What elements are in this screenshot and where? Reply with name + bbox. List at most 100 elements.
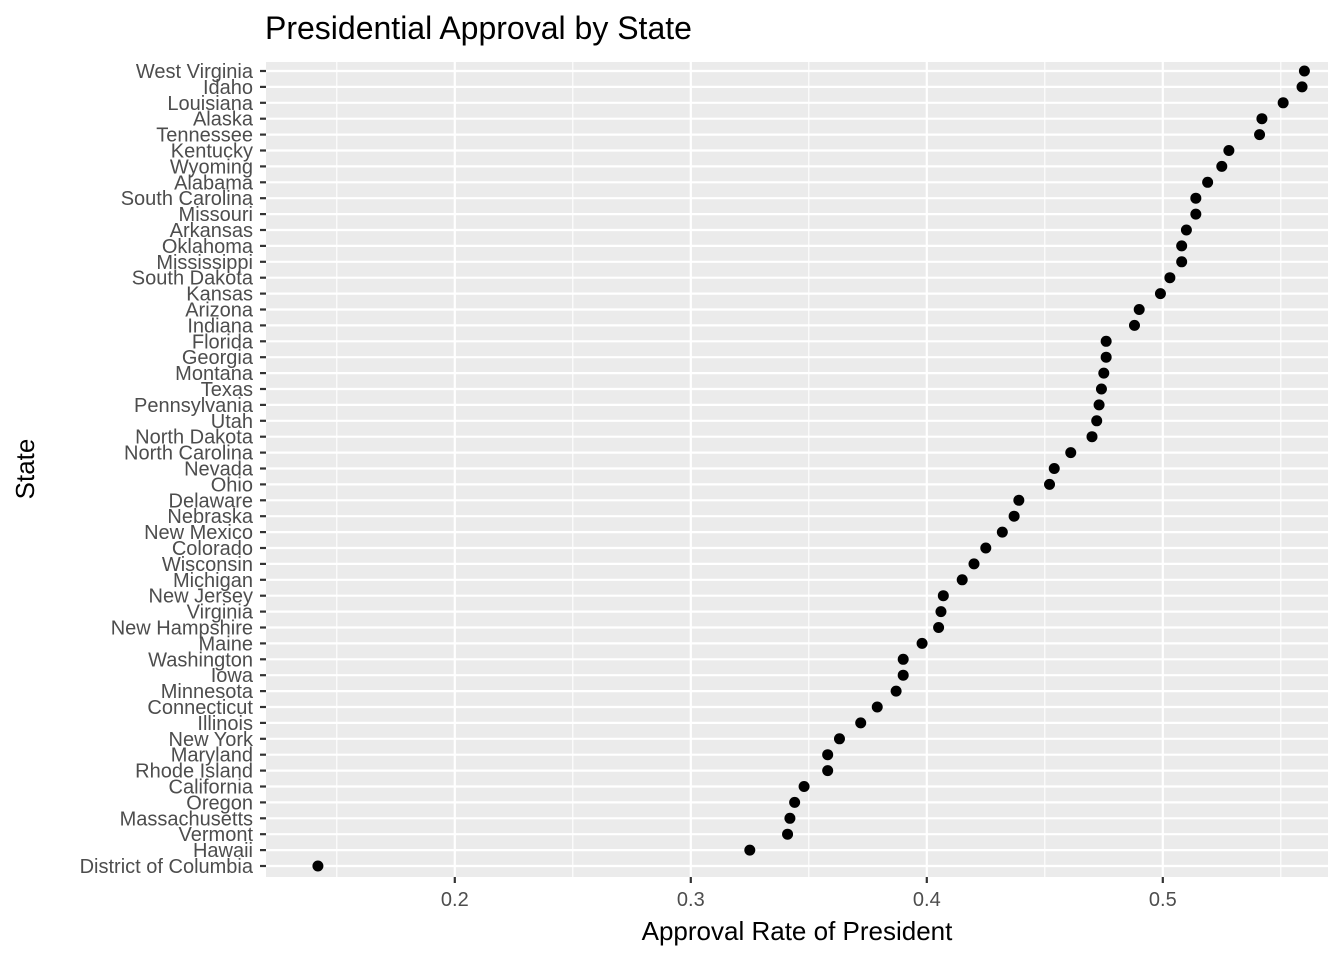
x-tick-label: 0.4 [913, 889, 941, 911]
data-point [1065, 447, 1077, 459]
data-point [937, 590, 949, 602]
y-tick-label: Maryland [171, 745, 253, 767]
y-tick-label: Hawaii [193, 840, 253, 862]
data-point [890, 685, 902, 697]
y-tick-label: Nevada [184, 459, 254, 481]
data-point [822, 749, 834, 761]
y-tick-label: Florida [192, 331, 254, 353]
y-tick-label: Arkansas [170, 220, 253, 242]
data-point [782, 828, 794, 840]
data-point [1095, 383, 1107, 395]
grid-lines [266, 62, 1328, 877]
data-point [1154, 288, 1166, 300]
y-tick-label: Kentucky [171, 141, 253, 163]
y-tick-label: Virginia [187, 602, 254, 624]
data-point [916, 637, 928, 649]
data-point [798, 781, 810, 792]
y-tick-label: South Dakota [132, 268, 254, 290]
x-tick-label: 0.3 [677, 889, 705, 911]
data-point [1176, 256, 1188, 268]
y-tick-label: District of Columbia [80, 856, 254, 878]
y-tick-label: New Hampshire [111, 618, 253, 640]
data-point [1086, 431, 1098, 443]
y-tick-label: Pennsylvania [134, 395, 254, 417]
y-tick-label: Arizona [185, 300, 254, 322]
data-points [312, 65, 1310, 872]
y-tick-label: South Carolina [121, 188, 254, 210]
data-point [980, 542, 992, 554]
y-tick-label: Missouri [179, 204, 253, 226]
y-tick-label: Kansas [186, 284, 253, 306]
data-point [968, 558, 980, 570]
y-tick-label: New Mexico [144, 522, 253, 544]
data-point [1091, 415, 1103, 427]
y-tick-label: Mississippi [156, 252, 253, 274]
y-tick-label: California [169, 777, 254, 799]
y-tick-label: Maine [199, 633, 253, 655]
y-tick-label: Wyoming [170, 156, 253, 178]
data-point [1128, 319, 1140, 331]
data-point [1254, 129, 1266, 141]
y-tick-label: Louisiana [167, 93, 254, 115]
data-point [1013, 494, 1025, 506]
y-tick-label: Indiana [187, 315, 253, 337]
data-point [996, 526, 1008, 538]
data-point [1098, 367, 1110, 379]
data-point [1093, 399, 1105, 411]
y-tick-label: New Jersey [149, 586, 253, 608]
x-axis: 0.2 0.3 0.4 0.5 [441, 877, 1177, 911]
x-axis-title: Approval Rate of President [642, 916, 954, 946]
data-point [1100, 351, 1112, 363]
y-tick-label: Montana [175, 363, 254, 385]
y-tick-label: New York [169, 729, 254, 751]
y-axis: West VirginiaIdahoLouisianaAlaskaTenness… [80, 61, 266, 878]
data-point [1008, 510, 1020, 522]
y-tick-label: North Dakota [135, 427, 254, 449]
y-tick-label: Texas [201, 379, 253, 401]
data-point [312, 860, 324, 872]
y-tick-label: Illinois [197, 713, 253, 735]
y-tick-label: Utah [211, 411, 253, 433]
y-tick-label: Oklahoma [162, 236, 254, 258]
data-point [897, 669, 909, 681]
y-tick-label: Michigan [173, 570, 253, 592]
y-tick-label: North Carolina [124, 443, 254, 465]
y-tick-label: Idaho [203, 77, 253, 99]
data-point [1277, 97, 1289, 109]
y-axis-title: State [10, 439, 40, 500]
y-tick-label: West Virginia [136, 61, 254, 83]
data-point [784, 812, 796, 824]
data-point [744, 844, 756, 856]
y-tick-label: Oregon [186, 792, 253, 814]
y-tick-label: Washington [148, 649, 253, 671]
y-tick-label: Georgia [182, 347, 254, 369]
data-point [1180, 224, 1192, 236]
y-tick-label: Delaware [169, 490, 253, 512]
y-tick-label: Connecticut [147, 697, 253, 719]
data-point [1044, 478, 1056, 490]
y-tick-label: Alabama [174, 172, 254, 194]
data-point [1176, 240, 1188, 252]
y-tick-label: Vermont [179, 824, 254, 846]
data-point [1133, 304, 1145, 315]
data-point [1202, 176, 1214, 188]
data-point [789, 796, 801, 808]
data-point [1190, 208, 1202, 220]
data-point [1048, 463, 1060, 474]
data-point [1256, 113, 1268, 125]
data-point [1190, 192, 1202, 204]
data-point [855, 717, 867, 729]
data-point [1296, 81, 1308, 93]
data-point [1100, 335, 1112, 347]
data-point [833, 733, 845, 745]
y-tick-label: Rhode Island [135, 761, 253, 783]
y-tick-label: Ohio [211, 474, 253, 496]
data-point [897, 653, 909, 665]
chart-title: Presidential Approval by State [265, 10, 692, 46]
data-point [956, 574, 968, 586]
data-point [1216, 160, 1228, 172]
data-point [1164, 272, 1176, 284]
data-point [1223, 145, 1235, 156]
data-point [935, 606, 947, 618]
